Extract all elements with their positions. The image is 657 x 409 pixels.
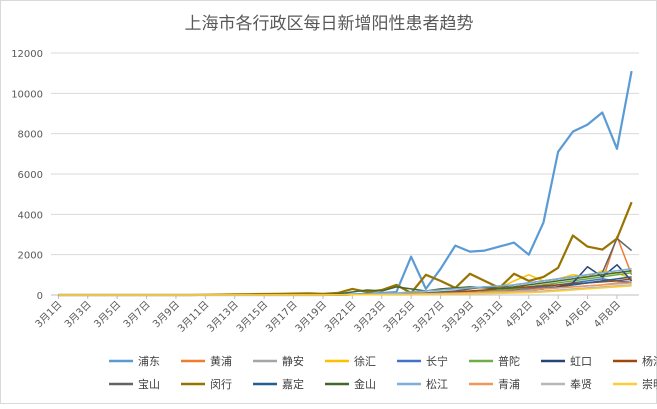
y-tick-label: 4000 — [18, 210, 43, 221]
legend-label: 浦东 — [138, 355, 160, 368]
x-tick-label: 4月8日 — [591, 299, 623, 331]
x-tick-label: 3月1日 — [33, 299, 65, 331]
x-tick-label: 3月19日 — [293, 299, 329, 335]
series-line-崇明 — [58, 285, 632, 296]
legend-item: 静安 — [253, 354, 304, 368]
legend-item: 崇明 — [613, 378, 657, 391]
legend-label: 青浦 — [498, 378, 520, 391]
y-tick-label: 12000 — [11, 49, 43, 60]
x-tick-label: 3月31日 — [469, 299, 505, 335]
x-tick-label: 4月2日 — [503, 299, 535, 331]
legend-item: 宝山 — [109, 377, 160, 391]
y-tick-label: 6000 — [18, 170, 43, 181]
x-tick-label: 3月5日 — [92, 299, 124, 331]
legend-item: 松江 — [397, 377, 448, 391]
legend-label: 金山 — [354, 377, 376, 391]
x-tick-label: 3月21日 — [322, 299, 358, 335]
series-lines — [58, 70, 633, 297]
x-tick-label: 4月4日 — [533, 299, 565, 331]
legend-label: 闵行 — [210, 377, 232, 391]
x-tick-label: 3月27日 — [411, 299, 447, 335]
legend-item: 青浦 — [469, 378, 520, 391]
grid-lines — [51, 52, 639, 296]
legend-item: 杨浦 — [613, 354, 657, 368]
y-tick-label: 8000 — [18, 130, 43, 141]
legend-label: 嘉定 — [282, 377, 304, 391]
x-tick-label: 3月15日 — [234, 299, 270, 335]
legend-item: 金山 — [325, 377, 376, 391]
legend-label: 静安 — [282, 354, 304, 368]
legend-label: 崇明 — [642, 378, 657, 391]
y-tick-label: 2000 — [18, 251, 43, 262]
legend-label: 长宁 — [426, 354, 448, 368]
x-tick-label: 3月13日 — [205, 299, 241, 335]
legend-label: 普陀 — [498, 354, 520, 368]
legend-label: 宝山 — [138, 377, 160, 391]
legend-item: 普陀 — [469, 354, 520, 368]
legend-label: 虹口 — [570, 355, 592, 368]
legend-label: 奉贤 — [570, 377, 592, 391]
series-line-浦东 — [58, 70, 633, 297]
legend-item: 虹口 — [541, 355, 592, 368]
x-axis-ticks: 3月1日3月3日3月5日3月7日3月9日3月11日3月13日3月15日3月17日… — [33, 295, 623, 335]
legend: 浦东 黄浦 静安 徐汇 长宁 普陀 虹口 杨浦宝山 闵行 嘉定 金山 松江 青浦 奉贤 崇明 — [109, 354, 657, 391]
y-axis-ticks: 0 2000 4000 6000 8000 10000 12000 — [11, 49, 43, 302]
x-tick-label: 3月29日 — [440, 299, 476, 335]
x-tick-label: 3月7日 — [121, 299, 153, 331]
y-tick-label: 0 — [37, 291, 43, 302]
legend-label: 徐汇 — [354, 354, 376, 368]
legend-item: 奉贤 — [541, 377, 592, 391]
legend-item: 黄浦 — [181, 354, 232, 368]
legend-item: 嘉定 — [253, 377, 304, 391]
legend-item: 长宁 — [397, 354, 448, 368]
y-tick-label: 10000 — [11, 89, 43, 100]
legend-label: 松江 — [426, 377, 448, 391]
x-tick-label: 3月11日 — [175, 299, 211, 335]
legend-item: 闵行 — [181, 377, 232, 391]
chart-title: 上海市各行政区每日新增阳性患者趋势 — [185, 14, 474, 34]
legend-label: 黄浦 — [210, 354, 232, 368]
legend-item: 徐汇 — [325, 354, 376, 368]
legend-item: 浦东 — [109, 355, 160, 368]
legend-label: 杨浦 — [642, 354, 657, 368]
x-tick-label: 4月6日 — [562, 299, 594, 331]
x-tick-label: 3月3日 — [62, 299, 94, 331]
x-tick-label: 3月23日 — [352, 299, 388, 335]
x-tick-label: 3月25日 — [381, 299, 417, 335]
x-tick-label: 3月17日 — [264, 299, 300, 335]
